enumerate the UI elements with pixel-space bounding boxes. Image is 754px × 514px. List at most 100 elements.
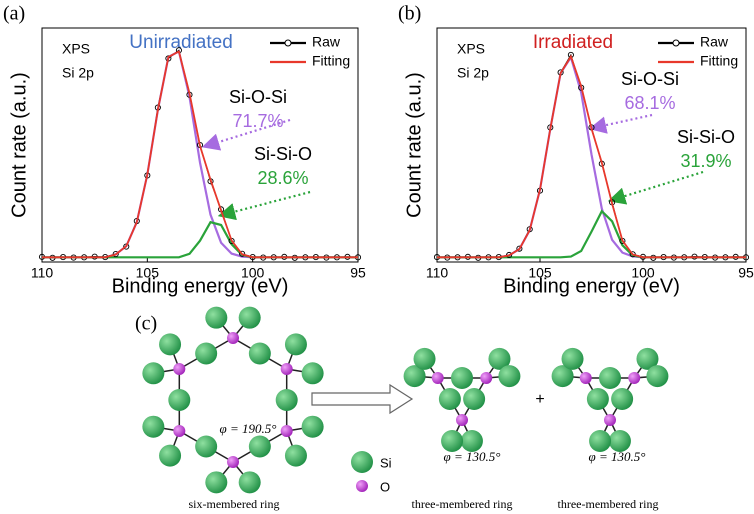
si-atom — [403, 365, 426, 388]
o-atom — [579, 372, 592, 384]
bond-angle: φ = 130.5° — [444, 449, 501, 464]
component-share: 71.7% — [232, 111, 283, 131]
o-atom — [356, 480, 368, 492]
si-atom — [168, 389, 191, 411]
si-atom — [451, 367, 473, 389]
plot-frame — [41, 27, 359, 263]
si-atom — [586, 388, 609, 410]
component-curve — [42, 220, 358, 259]
component-name: Si-O-Si — [229, 87, 287, 107]
si-atom — [142, 362, 165, 385]
annotation: Si 2p — [62, 65, 94, 81]
si-atom — [438, 388, 461, 410]
o-atom — [280, 425, 293, 437]
data-point — [112, 250, 119, 258]
component-curve — [437, 209, 746, 259]
si-atom — [608, 430, 631, 453]
operator: + — [535, 391, 544, 408]
o-atom — [456, 414, 468, 426]
chart-title: Unirradiated — [129, 32, 233, 53]
si-atom — [142, 415, 165, 438]
si-atom — [195, 435, 218, 458]
si-atom — [159, 444, 182, 467]
o-atom — [431, 372, 444, 384]
pointer-arrow — [217, 190, 311, 221]
data-point — [239, 250, 246, 257]
si-atom — [589, 430, 612, 453]
si-atom — [275, 389, 298, 411]
x-axis-label: Binding energy (eV) — [112, 275, 289, 297]
series-line — [437, 54, 746, 259]
si-atom — [284, 333, 307, 356]
structure-name: six-membered ring — [189, 497, 280, 511]
x-axis-label: Binding energy (eV) — [503, 275, 680, 297]
annotation: XPS — [62, 41, 90, 57]
o-atom — [227, 456, 239, 468]
annotation: XPS — [457, 41, 485, 57]
si-atom — [195, 342, 218, 365]
si-atom — [413, 347, 436, 370]
o-atom — [280, 363, 293, 375]
si-atom — [561, 347, 584, 370]
component-name: Si-Si-O — [254, 144, 312, 164]
legend-marker — [284, 39, 292, 47]
transform-arrow — [311, 383, 414, 415]
si-atom — [205, 306, 228, 329]
pointer-arrow — [607, 170, 704, 205]
si-atom — [351, 451, 373, 473]
legend-label: Raw — [700, 34, 729, 50]
component-share: 68.1% — [624, 93, 675, 113]
x-tick-label: 110 — [31, 265, 54, 281]
si-atom — [460, 430, 483, 453]
panel-label: (c) — [135, 313, 157, 335]
y-axis-label: Count rate (a.u.) — [403, 72, 425, 218]
plot-frame — [436, 27, 747, 263]
structure-name: three-membered ring — [558, 497, 659, 511]
x-tick-label: 105 — [528, 265, 552, 281]
si-atom — [238, 306, 261, 329]
o-atom — [628, 372, 641, 384]
atom-legend-label: O — [380, 479, 390, 494]
x-tick-label: 100 — [631, 265, 655, 281]
pointer-arrow — [588, 113, 653, 134]
bond-angle: φ = 130.5° — [589, 449, 646, 464]
si-atom — [301, 415, 324, 438]
si-atom — [441, 430, 464, 453]
panel-label: (a) — [3, 3, 25, 25]
x-tick-label: 110 — [426, 265, 449, 281]
si-atom — [498, 365, 521, 388]
si-atom — [599, 367, 621, 389]
atom-legend-label: Si — [380, 455, 392, 470]
panel-label: (b) — [398, 3, 421, 25]
si-atom — [301, 362, 324, 385]
legend-label: Raw — [312, 34, 341, 50]
legend-marker — [672, 39, 680, 47]
x-tick-label: 100 — [241, 265, 265, 281]
o-atom — [173, 425, 186, 437]
y-axis-label: Count rate (a.u.) — [8, 72, 30, 218]
structure-name: three-membered ring — [412, 497, 513, 511]
legend-label: Fitting — [700, 53, 738, 69]
o-atom — [227, 332, 239, 344]
data-point — [516, 245, 523, 252]
si-atom — [159, 333, 182, 356]
si-atom — [248, 435, 271, 458]
component-share: 31.9% — [680, 151, 731, 171]
si-atom — [488, 347, 511, 370]
si-atom — [611, 388, 634, 410]
annotation: Si 2p — [457, 65, 489, 81]
si-atom — [238, 471, 261, 494]
si-atom — [551, 365, 574, 388]
series-line — [42, 50, 358, 259]
chart-title: Irradiated — [533, 32, 613, 53]
component-name: Si-Si-O — [677, 127, 735, 147]
x-tick-label: 95 — [350, 265, 366, 281]
o-atom — [173, 363, 186, 375]
bond-angle: φ = 190.5° — [220, 421, 277, 436]
si-atom — [248, 342, 271, 365]
si-atom — [636, 347, 659, 370]
si-atom — [205, 471, 228, 494]
x-tick-label: 105 — [136, 265, 160, 281]
si-atom — [646, 365, 669, 388]
